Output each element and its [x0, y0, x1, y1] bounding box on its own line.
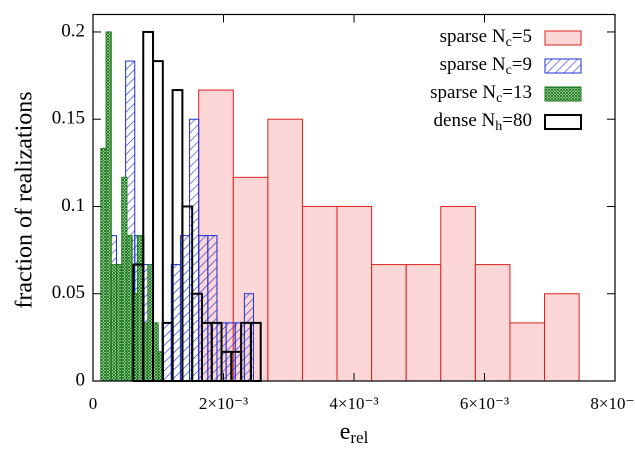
bar [126, 235, 133, 382]
legend-swatch [544, 86, 582, 102]
bar [336, 205, 373, 382]
bar [301, 205, 338, 382]
legend-swatch [544, 58, 582, 74]
x-tick-label: 6×10⁻³ [460, 394, 509, 413]
y-tick-label: 0.05 [52, 282, 85, 303]
y-tick-label: 0 [76, 369, 86, 390]
legend-swatch [544, 30, 582, 46]
bar [100, 147, 107, 382]
bar [243, 293, 255, 382]
bar [371, 264, 407, 382]
y-tick-label: 0.2 [61, 20, 85, 41]
x-tick-label: 2×10⁻³ [199, 394, 248, 413]
bar [115, 264, 123, 382]
bar [267, 118, 303, 382]
bar [544, 293, 580, 382]
x-tick-label: 8×10⁻³ [590, 394, 635, 413]
x-tick-label: 0 [89, 394, 98, 413]
bar [105, 31, 112, 382]
y-tick-label: 0.1 [61, 195, 85, 216]
legend-label: sparse Nc=13 [430, 82, 532, 106]
bar [405, 264, 442, 382]
x-axis-label: erel [340, 419, 369, 447]
legend-label: sparse Nc=9 [440, 54, 532, 78]
legend-swatch [544, 114, 582, 130]
bar [136, 235, 144, 382]
bar [110, 264, 117, 382]
x-tick-label: 4×10⁻³ [329, 394, 378, 413]
y-tick-label: 0.15 [52, 108, 85, 129]
bar [440, 205, 476, 382]
bar [509, 322, 546, 382]
bar [474, 264, 511, 382]
y-axis-label: fraction of realizations [12, 91, 38, 308]
legend-label: dense Nh=80 [434, 110, 532, 134]
legend-label: sparse Nc=5 [440, 26, 532, 50]
bar [198, 235, 209, 382]
bar [189, 118, 200, 382]
bar [121, 176, 128, 382]
